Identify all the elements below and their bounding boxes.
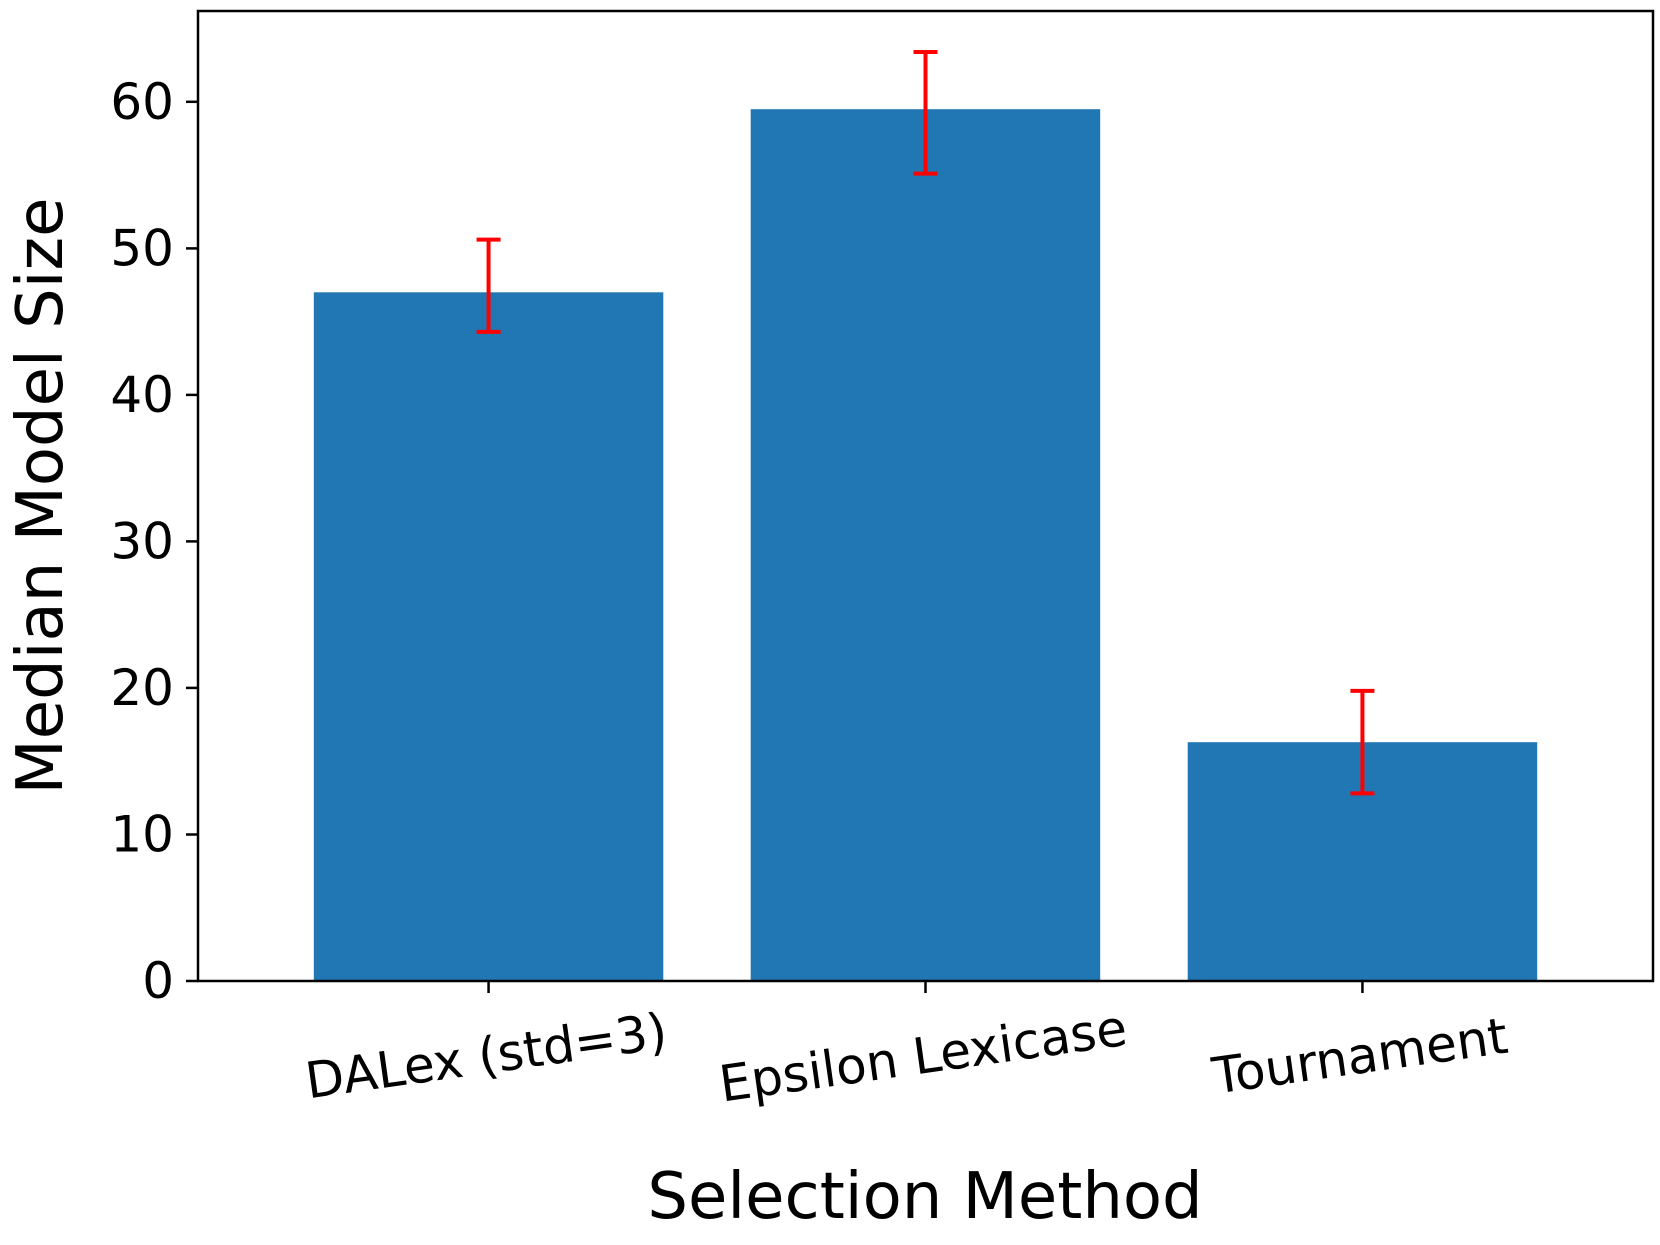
y-tick-label: 20 [110, 659, 174, 717]
y-tick-label: 30 [110, 512, 174, 570]
x-tick-label: Epsilon Lexicase [716, 999, 1131, 1114]
x-tick-label: Tournament [1208, 1007, 1511, 1106]
y-axis-ticks: 0 10 20 30 40 50 60 [110, 73, 198, 1010]
y-tick-label: 0 [142, 952, 174, 1010]
y-tick-label: 40 [110, 366, 174, 424]
bar [313, 292, 664, 981]
y-tick-label: 60 [110, 73, 174, 131]
error-bars-layer [476, 50, 1375, 796]
y-axis-title: Median Model Size [4, 198, 78, 795]
y-tick-label: 50 [110, 219, 174, 277]
x-tick-label: DALex (std=3) [302, 1002, 671, 1110]
x-axis-title: Selection Method [647, 1160, 1202, 1234]
bars-layer [313, 109, 1538, 981]
x-axis-ticks: DALex (std=3) Epsilon Lexicase Tournament [302, 981, 1511, 1113]
y-tick-label: 10 [110, 806, 174, 864]
bar [750, 109, 1101, 981]
